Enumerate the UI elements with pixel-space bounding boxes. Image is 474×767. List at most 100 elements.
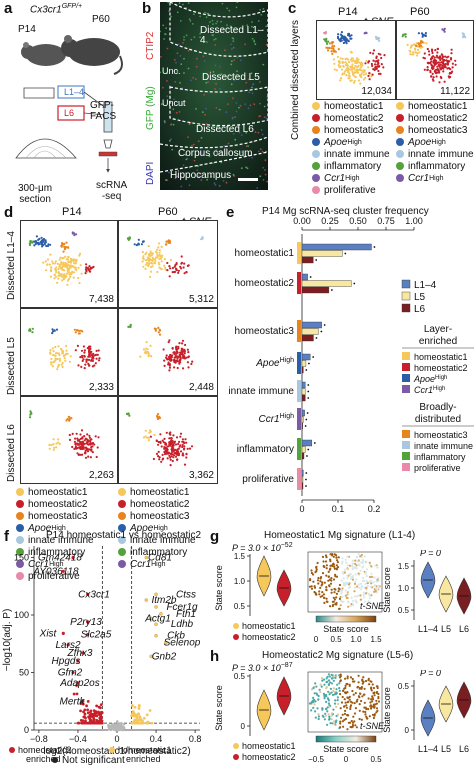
sig-tsne-point <box>364 592 368 595</box>
tsne-point <box>182 448 186 451</box>
cell-dot <box>240 167 243 170</box>
f-gene-label: Gnb2 <box>152 651 177 662</box>
cell-dot <box>246 167 249 170</box>
tsne-point <box>58 265 61 268</box>
tsne-point <box>56 262 60 265</box>
cell-dot <box>205 107 207 110</box>
tsne-point <box>370 75 373 78</box>
tsne-point <box>155 452 159 455</box>
tsne-point <box>77 364 80 367</box>
f-gene-point <box>76 681 80 685</box>
cell-dot <box>239 59 242 62</box>
tsne-point <box>351 68 354 71</box>
tsne-point <box>54 260 58 263</box>
sig-tsne-point <box>358 586 361 589</box>
e-legend-text: L1–4 <box>414 280 437 291</box>
tsne-point <box>84 449 87 452</box>
cell-dot <box>222 180 225 182</box>
cell-dot <box>163 120 166 122</box>
sig-tsne-point <box>337 702 340 706</box>
cell-dot <box>259 175 262 178</box>
sig-tsne-point <box>351 576 355 579</box>
sig-tsne-point <box>336 561 339 564</box>
sig-tsne-point <box>368 597 371 600</box>
f-legend-label: homeostatic1 <box>118 745 172 755</box>
cell-dot <box>192 76 195 79</box>
tsne-point <box>161 439 164 442</box>
tsne-point <box>417 43 420 46</box>
tsne-point <box>412 51 415 54</box>
sig-tsne-point <box>353 582 357 585</box>
tsne-point <box>81 354 84 357</box>
tsne-point <box>154 259 157 262</box>
sig-tsne-point <box>317 582 320 585</box>
tsne-point <box>380 63 383 66</box>
tsne-point <box>91 442 94 445</box>
tsne-point <box>357 79 360 82</box>
tsne-point <box>62 263 65 266</box>
sig-colorbar-tick: 0.5 <box>370 755 382 764</box>
tsne-point <box>343 70 346 73</box>
tsne-point <box>172 351 175 354</box>
tsne-point <box>73 262 76 265</box>
c-legend-p60: homeostatic1 homeostatic2 homeostatic3 Apoe… <box>396 100 474 184</box>
f-gene-point <box>86 632 90 637</box>
f-point-h1 <box>134 718 137 722</box>
tsne-point <box>54 357 57 360</box>
tsne-point <box>57 345 60 348</box>
sig-tsne-point <box>336 559 339 562</box>
sig-tsne-point <box>319 690 322 694</box>
e-bar-dot <box>307 448 310 451</box>
f-point-h2 <box>99 721 103 725</box>
tsne-point <box>341 36 344 39</box>
tsne-point <box>178 342 181 345</box>
tsne-point <box>150 355 153 358</box>
cell-dot <box>215 82 217 85</box>
tsne-point <box>149 275 152 278</box>
sig-colorbar-tick: 1.0 <box>350 635 362 642</box>
tsne-point <box>409 53 412 56</box>
e-broad-label: inflammatory <box>414 452 466 462</box>
sig-tsne-point <box>341 589 344 592</box>
section-label: 300-μm section <box>18 183 53 205</box>
tsne-point <box>66 418 69 421</box>
sig-tsne-point <box>316 561 319 565</box>
tsne-point <box>67 246 70 249</box>
tsne-point <box>90 446 93 449</box>
tsne-point <box>157 331 160 334</box>
f-gene-label: P2ry13 <box>70 617 102 628</box>
f-gene-point <box>154 592 158 597</box>
cell-dot <box>249 104 252 107</box>
sig-tsne-point <box>377 576 380 579</box>
sig-tsne-point <box>314 710 317 713</box>
sig-tsne-point <box>332 596 335 599</box>
tsne-point <box>174 455 178 458</box>
tsne-point <box>95 357 98 360</box>
legend-swatch <box>312 138 320 146</box>
sig-tsne-point <box>337 590 340 593</box>
tsne-point <box>151 262 154 265</box>
e-category-swatch <box>297 438 301 460</box>
tsne-point <box>80 272 83 275</box>
sig-tsne-point <box>335 714 338 718</box>
tsne-point <box>186 348 189 351</box>
sig-tsne-point <box>346 577 349 580</box>
sig-tsne-point <box>343 712 346 715</box>
sig-tsne-point <box>330 714 333 717</box>
tsne-point <box>169 433 172 436</box>
sig-right-xlabel: L5 <box>441 624 451 634</box>
tsne-point <box>167 341 170 344</box>
tsne-point <box>349 58 352 62</box>
tsne-point <box>55 446 58 449</box>
sig-legend-label: homeostatic2 <box>242 632 296 642</box>
sig-tsne-point <box>347 583 351 586</box>
tsne-point <box>146 261 149 264</box>
legend-item: Ccr1 High <box>312 172 392 184</box>
cell-dot <box>200 179 203 181</box>
sig-tsne-point <box>321 572 325 575</box>
sig-right-xlabel: L5 <box>441 744 451 754</box>
sig-tsne-point <box>359 598 363 601</box>
cell-dot <box>195 65 198 68</box>
tsne-point <box>28 243 32 247</box>
sig-tsne-point <box>360 585 363 589</box>
